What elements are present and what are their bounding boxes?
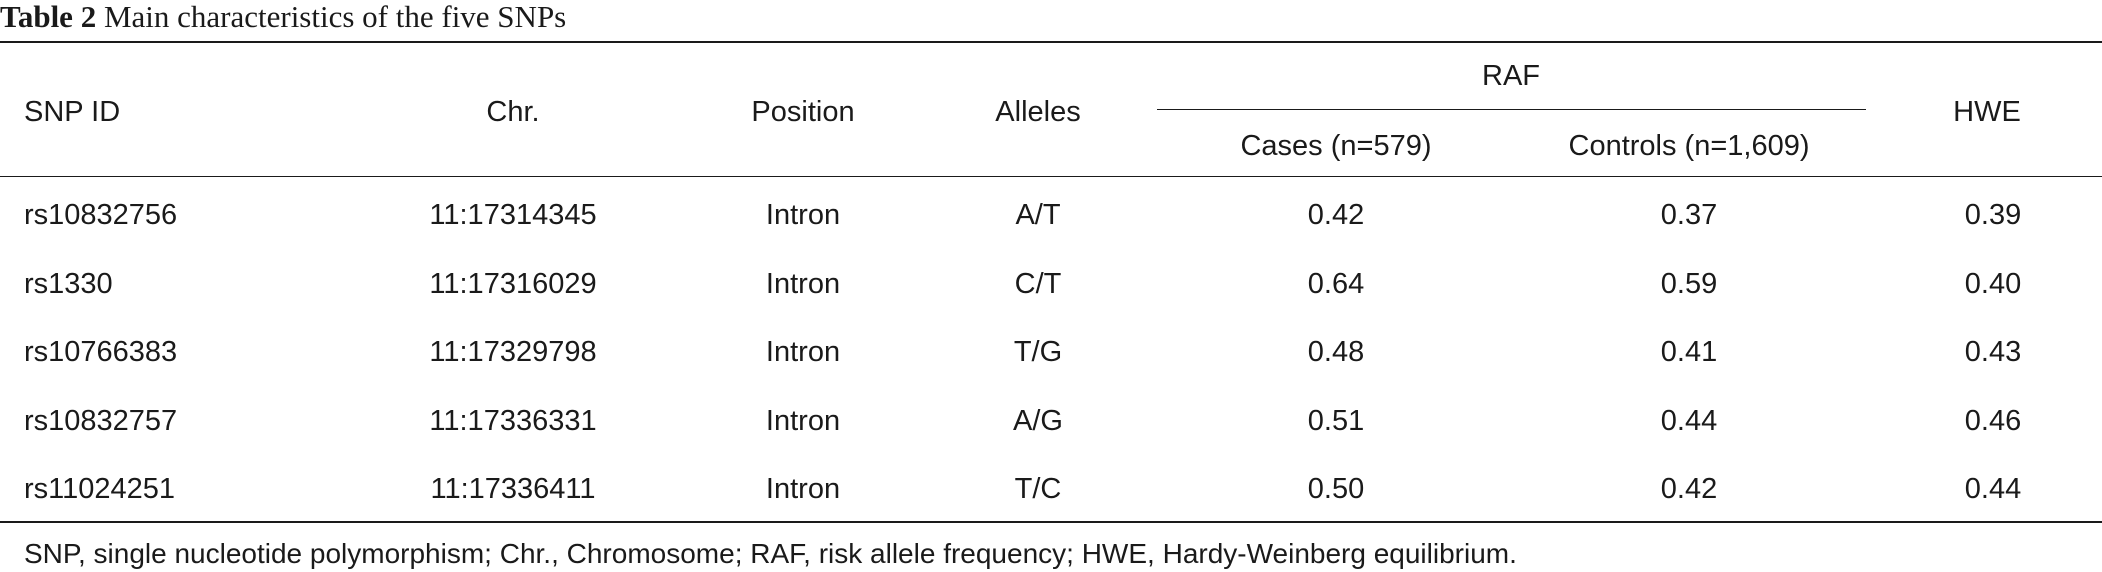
- cell-hwe: 0.44: [1964, 473, 2022, 505]
- cell-hwe: 0.40: [1964, 268, 2022, 300]
- raf-spanner-rule: [1157, 109, 1866, 110]
- cell-position: Intron: [765, 268, 841, 300]
- cell-position: Intron: [765, 336, 841, 368]
- table-top-rule: [0, 41, 2102, 43]
- table-caption: Table 2 Main characteristics of the five…: [0, 0, 566, 40]
- cell-cases: 0.48: [1307, 336, 1365, 368]
- header-snp-id: SNP ID: [24, 96, 121, 128]
- cell-snp-id: rs1330: [24, 268, 113, 300]
- cell-hwe: 0.39: [1964, 199, 2022, 231]
- cell-hwe: 0.43: [1964, 336, 2022, 368]
- cell-cases: 0.51: [1307, 405, 1365, 437]
- cell-cases: 0.42: [1307, 199, 1365, 231]
- cell-alleles: A/T: [1015, 199, 1061, 231]
- cell-chr: 11:17316029: [429, 268, 597, 300]
- cell-controls: 0.41: [1660, 336, 1718, 368]
- cell-controls: 0.59: [1660, 268, 1718, 300]
- cell-alleles: T/C: [1014, 473, 1062, 505]
- cell-cases: 0.50: [1307, 473, 1365, 505]
- cell-position: Intron: [765, 199, 841, 231]
- cell-position: Intron: [765, 473, 841, 505]
- cell-hwe: 0.46: [1964, 405, 2022, 437]
- table-footnote: SNP, single nucleotide polymorphism; Chr…: [24, 538, 1517, 569]
- cell-cases: 0.64: [1307, 268, 1365, 300]
- cell-controls: 0.37: [1660, 199, 1718, 231]
- table-bottom-rule: [0, 521, 2102, 523]
- cell-chr: 11:17329798: [429, 336, 597, 368]
- header-raf: RAF: [1482, 60, 1540, 92]
- header-position: Position: [751, 96, 855, 128]
- cell-chr: 11:17336411: [430, 473, 596, 505]
- cell-controls: 0.42: [1660, 473, 1718, 505]
- table-caption-label: Table 2: [0, 0, 97, 34]
- cell-chr: 11:17314345: [429, 199, 597, 231]
- header-controls: Controls (n=1,609): [1568, 130, 1810, 162]
- cell-alleles: T/G: [1013, 336, 1063, 368]
- cell-alleles: C/T: [1014, 268, 1062, 300]
- cell-snp-id: rs10766383: [24, 336, 178, 368]
- cell-alleles: A/G: [1013, 405, 1063, 437]
- cell-position: Intron: [765, 405, 841, 437]
- cell-controls: 0.44: [1660, 405, 1718, 437]
- header-alleles: Alleles: [995, 96, 1081, 128]
- cell-chr: 11:17336331: [429, 405, 597, 437]
- header-hwe: HWE: [1953, 96, 2021, 128]
- cell-snp-id: rs10832756: [24, 199, 178, 231]
- cell-snp-id: rs10832757: [24, 405, 178, 437]
- header-chr: Chr.: [486, 96, 540, 128]
- table-header-rule: [0, 176, 2102, 177]
- header-cases: Cases (n=579): [1240, 130, 1432, 162]
- cell-snp-id: rs11024251: [24, 473, 176, 505]
- table-caption-text: Main characteristics of the five SNPs: [96, 0, 567, 34]
